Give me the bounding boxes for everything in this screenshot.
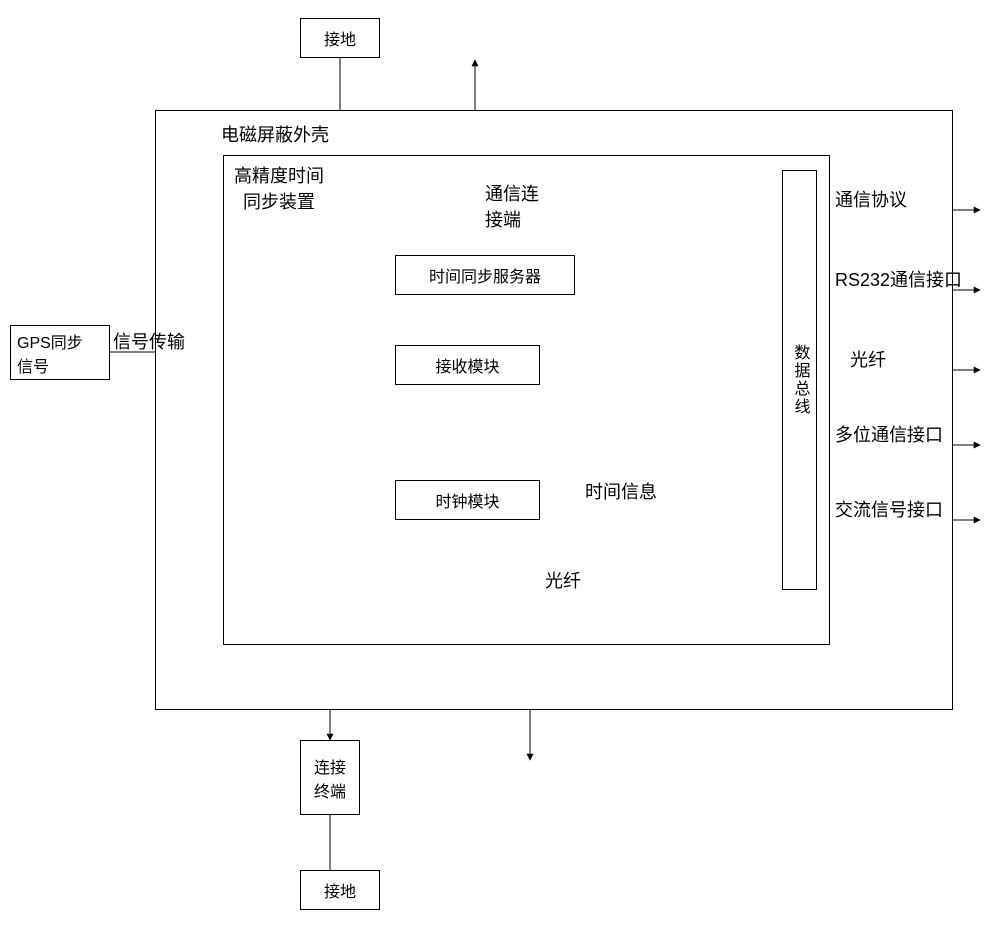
- fiber-bottom-label: 光纤: [545, 567, 581, 593]
- ground-bottom-label: 接地: [324, 878, 356, 902]
- clock-module-label: 时钟模块: [435, 488, 499, 512]
- ac-label: 交流信号接口: [835, 496, 943, 522]
- fiber-out-label: 光纤: [850, 346, 886, 372]
- data-bus-label: 数据总线: [788, 344, 812, 416]
- data-bus-box: 数据总线: [782, 170, 817, 590]
- ground-top-label: 接地: [324, 26, 356, 50]
- ground-top-box: 接地: [300, 18, 380, 58]
- outer-shell-label: 电磁屏蔽外壳: [221, 121, 329, 147]
- clock-module-box: 时钟模块: [395, 480, 540, 520]
- sync-server-box: 时间同步服务器: [395, 255, 575, 295]
- rs232-label: RS232通信接口: [835, 266, 962, 292]
- conn-term-box: 连接 终端: [300, 740, 360, 815]
- recv-module-label: 接收模块: [435, 353, 499, 377]
- ground-bottom-box: 接地: [300, 870, 380, 910]
- proto-label: 通信协议: [835, 186, 907, 212]
- inner-device-label: 高精度时间 同步装置: [234, 162, 324, 214]
- sync-server-label: 时间同步服务器: [429, 263, 541, 287]
- multi-label: 多位通信接口: [835, 421, 943, 447]
- signal-transmit-label: 信号传输: [113, 328, 185, 354]
- comm-conn-label: 通信连 接端: [485, 180, 539, 232]
- gps-box: GPS同步 信号: [10, 325, 110, 380]
- conn-term-label: 连接 终端: [314, 754, 346, 802]
- diagram-canvas: 电磁屏蔽外壳 高精度时间 同步装置 接地 GPS同步 信号 时间同步服务器 接收…: [0, 0, 1000, 928]
- recv-module-box: 接收模块: [395, 345, 540, 385]
- gps-label: GPS同步 信号: [17, 329, 83, 377]
- time-info-label: 时间信息: [585, 478, 657, 504]
